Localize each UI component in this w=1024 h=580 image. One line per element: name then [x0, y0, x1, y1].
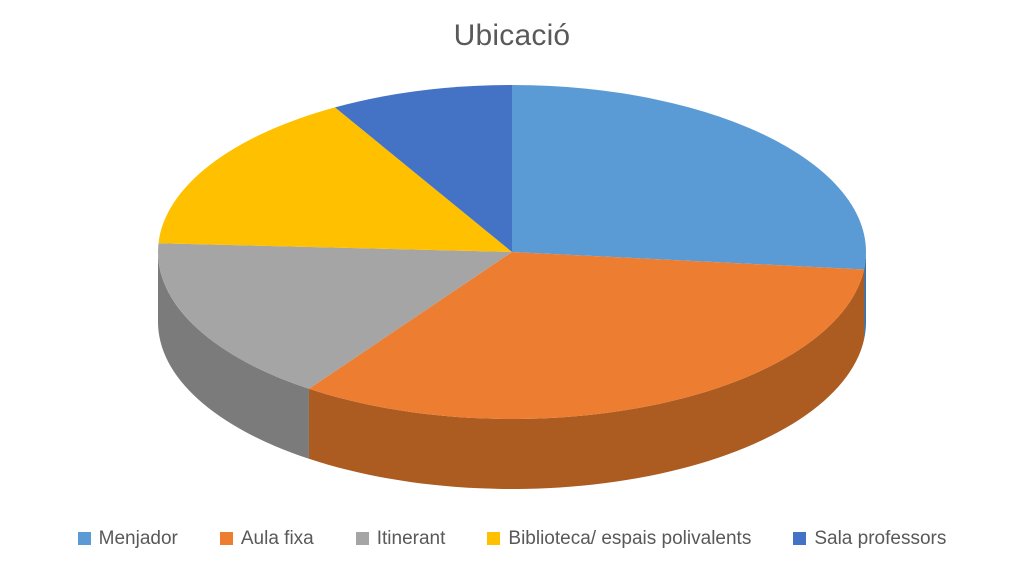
legend-label: Aula fixa	[240, 528, 314, 549]
legend-label: Menjador	[98, 528, 178, 549]
pie-slice-3[interactable]	[158, 107, 513, 252]
legend-item-3[interactable]: Biblioteca/ espais polivalents	[487, 529, 751, 548]
pie-slice-1[interactable]	[308, 252, 865, 420]
legend-label: Sala professors	[814, 528, 947, 549]
pie-plot-area	[0, 60, 1024, 490]
legend-label: Biblioteca/ espais polivalents	[508, 528, 752, 549]
pie-slice-side-1	[308, 269, 865, 490]
legend-swatch-icon	[77, 532, 91, 545]
chart-legend: Menjador Aula fixa Itinerant Biblioteca/ es…	[0, 529, 1024, 548]
pie-slice-side-2	[158, 252, 309, 459]
legend-swatch-icon	[355, 532, 369, 545]
pie-slice-2[interactable]	[158, 243, 512, 389]
legend-item-0[interactable]: Menjador	[77, 528, 178, 549]
pie-slice-4[interactable]	[335, 85, 512, 252]
pie-slice-0[interactable]	[512, 85, 867, 270]
legend-label: Itinerant	[376, 528, 446, 549]
legend-swatch-icon	[793, 532, 807, 545]
pie-slice-side-0	[864, 252, 866, 340]
legend-item-1[interactable]: Aula fixa	[219, 528, 314, 549]
legend-swatch-icon	[487, 532, 501, 545]
legend-item-4[interactable]: Sala professors	[793, 529, 946, 548]
pie-svg	[158, 85, 867, 490]
pie-3d-sides	[158, 252, 866, 490]
legend-item-2[interactable]: Itinerant	[355, 528, 446, 549]
legend-swatch-icon	[219, 532, 233, 545]
pie-top-faces	[158, 85, 867, 420]
chart-title: Ubicació	[453, 19, 571, 52]
